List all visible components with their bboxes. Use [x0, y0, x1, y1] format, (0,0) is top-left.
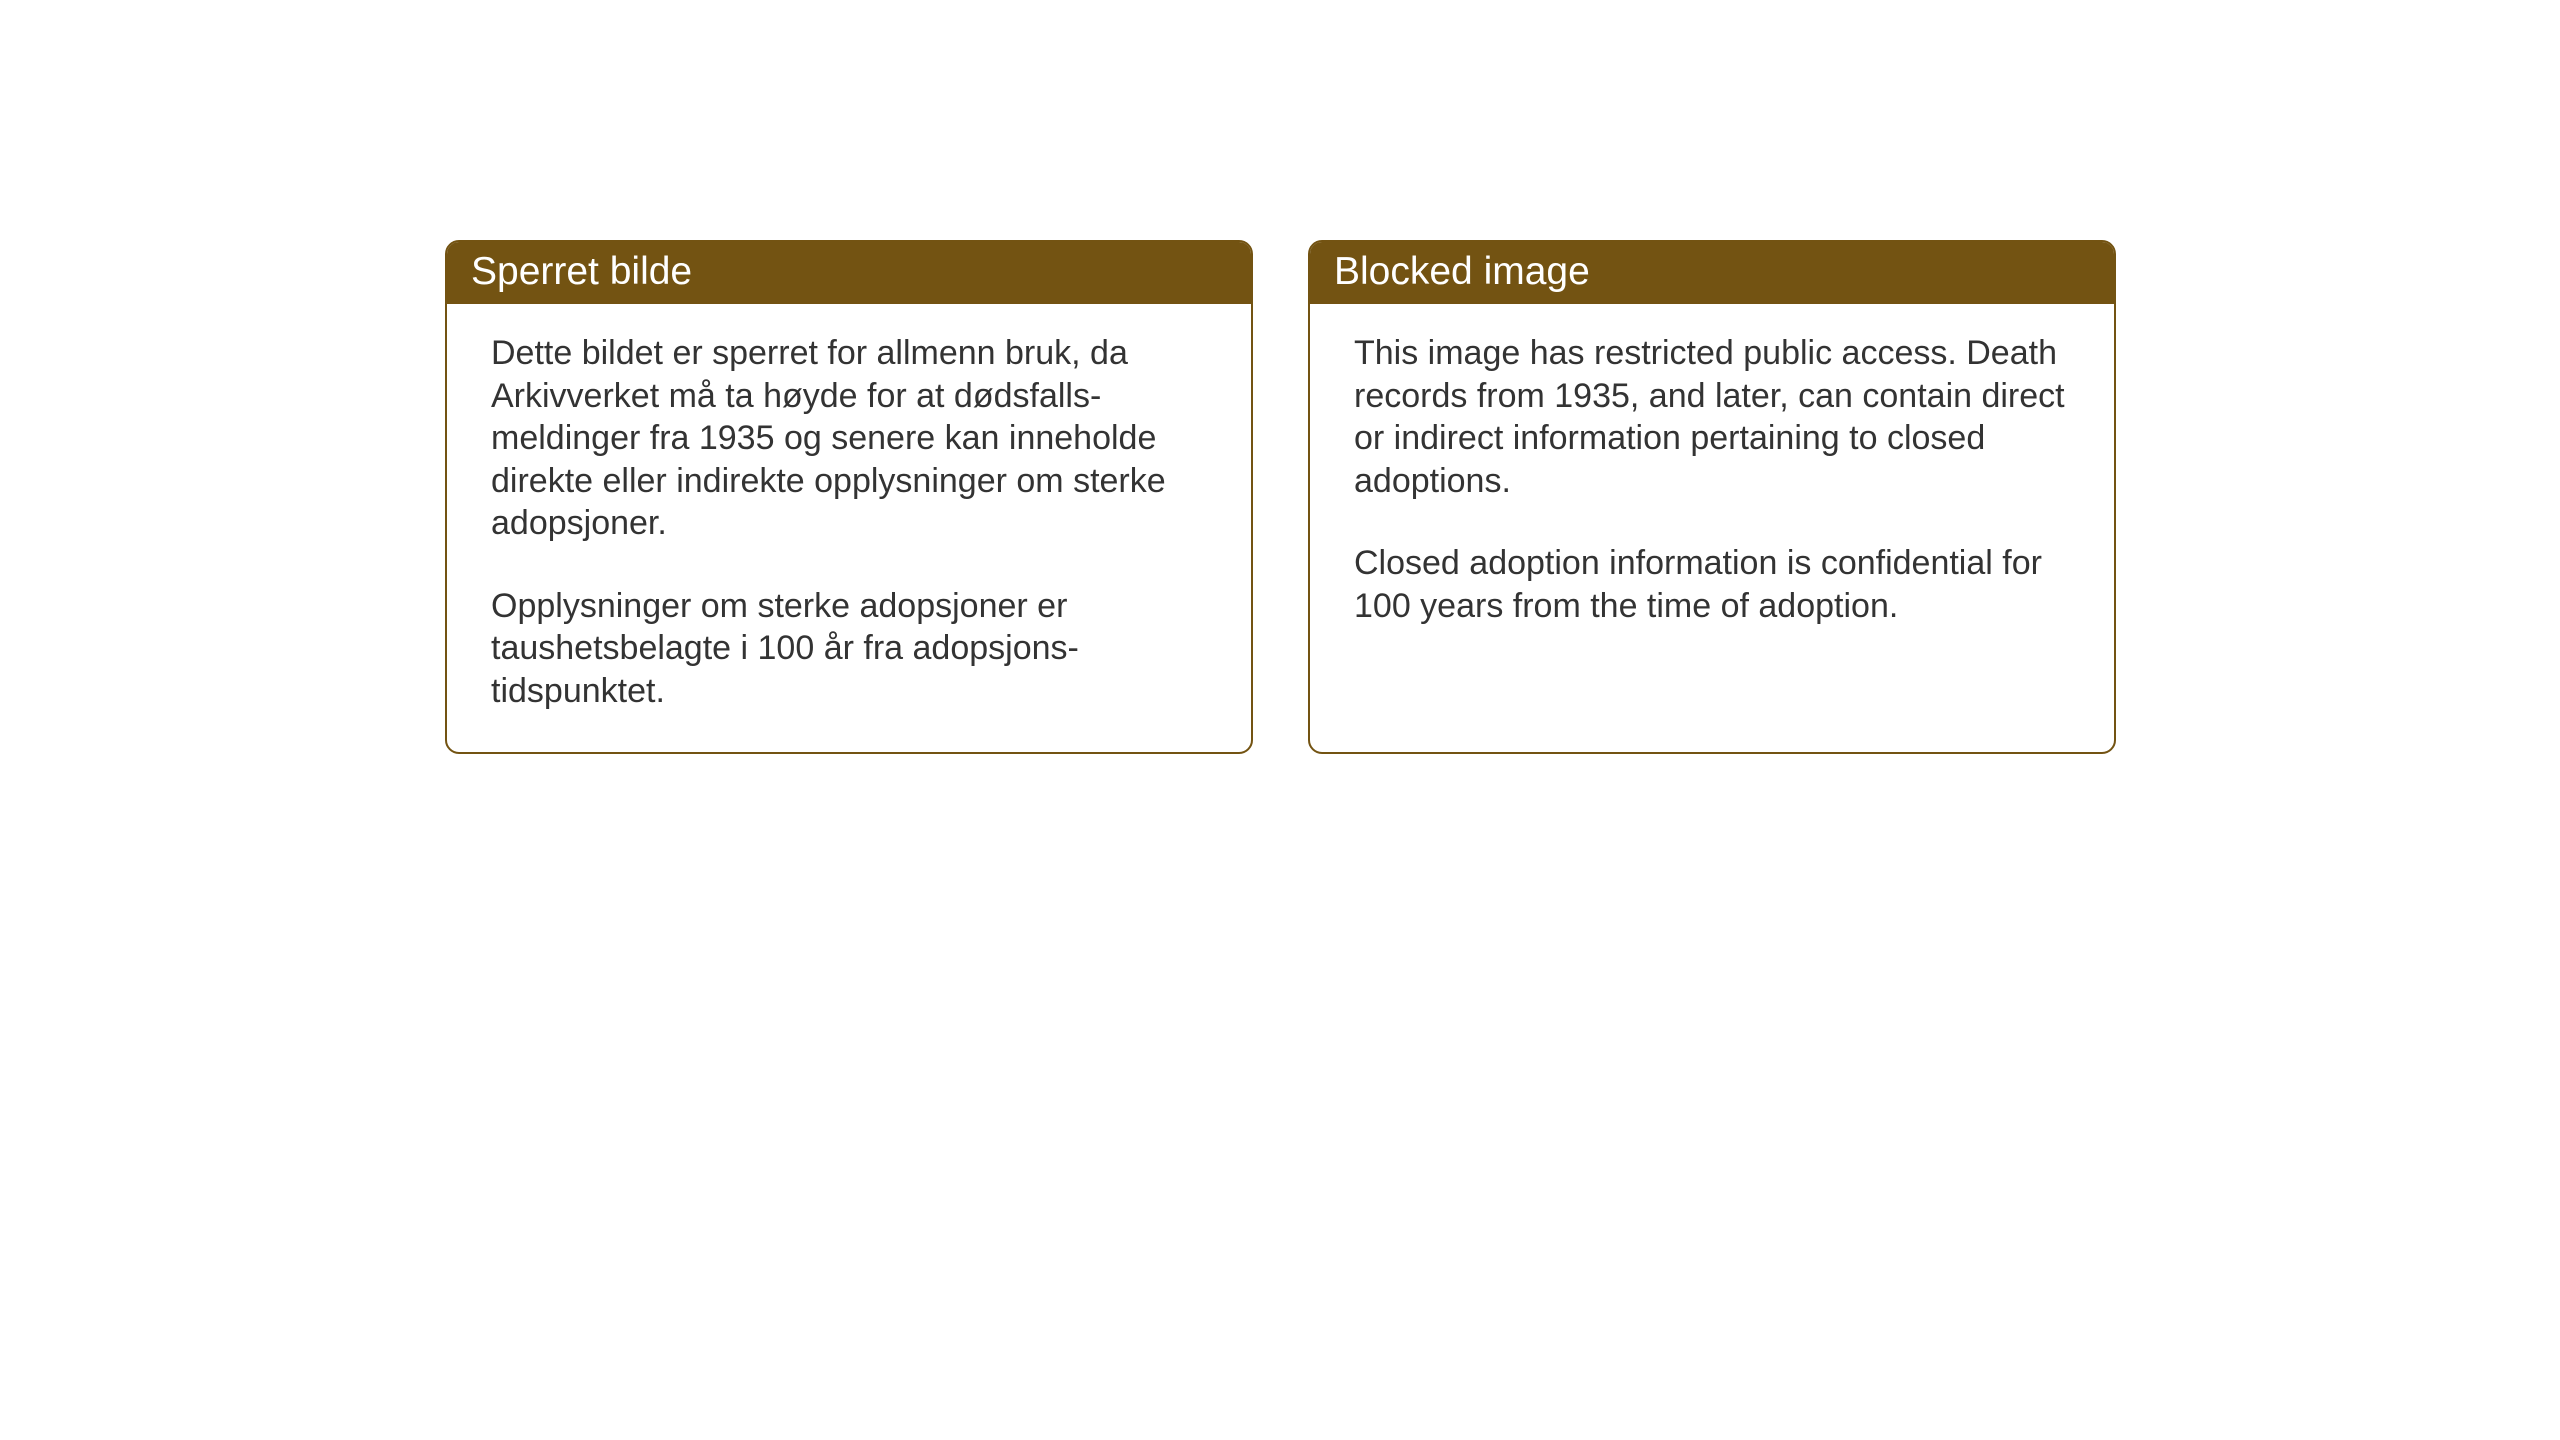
- notice-container: Sperret bilde Dette bildet er sperret fo…: [445, 240, 2116, 754]
- card-body-english: This image has restricted public access.…: [1310, 304, 2114, 663]
- card-body-norwegian: Dette bildet er sperret for allmenn bruk…: [447, 304, 1251, 748]
- paragraph-english-1: This image has restricted public access.…: [1354, 332, 2070, 502]
- paragraph-norwegian-2: Opplysninger om sterke adopsjoner er tau…: [491, 585, 1207, 713]
- notice-card-norwegian: Sperret bilde Dette bildet er sperret fo…: [445, 240, 1253, 754]
- card-header-english: Blocked image: [1310, 242, 2114, 304]
- paragraph-english-2: Closed adoption information is confident…: [1354, 542, 2070, 627]
- notice-card-english: Blocked image This image has restricted …: [1308, 240, 2116, 754]
- paragraph-norwegian-1: Dette bildet er sperret for allmenn bruk…: [491, 332, 1207, 545]
- card-header-norwegian: Sperret bilde: [447, 242, 1251, 304]
